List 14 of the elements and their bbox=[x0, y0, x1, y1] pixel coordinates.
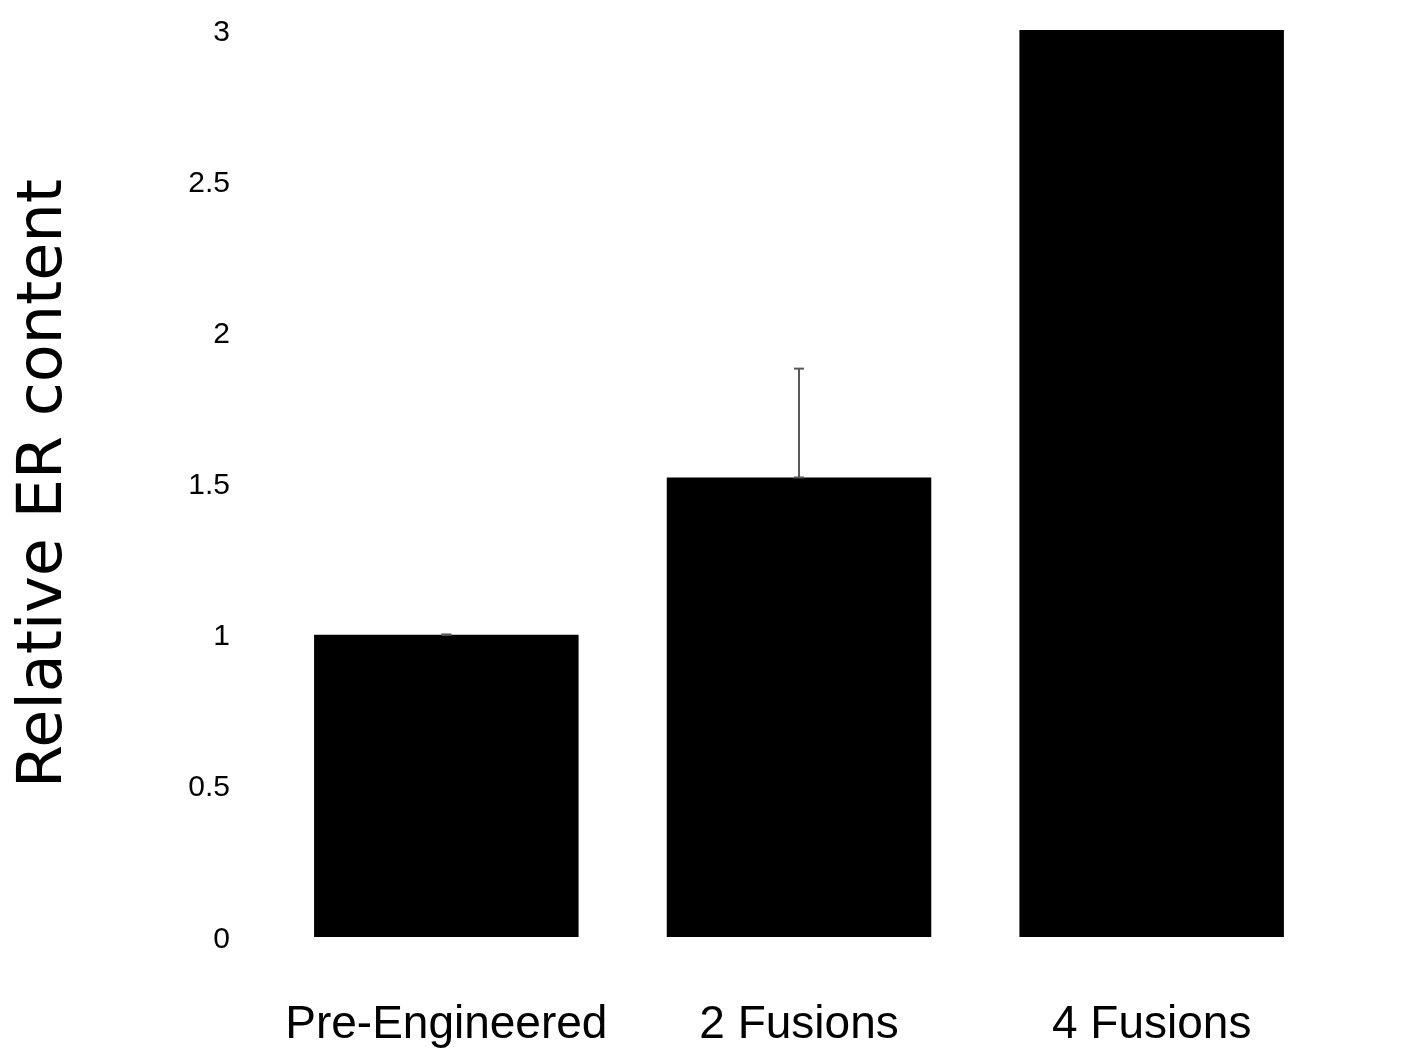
x-tick-label: 4 Fusions bbox=[1051, 996, 1252, 1048]
y-tick-label: 0 bbox=[213, 920, 230, 954]
bar bbox=[314, 634, 579, 937]
x-tick-label: 2 Fusions bbox=[699, 996, 899, 1048]
y-axis-title: Relative ER content bbox=[2, 178, 76, 789]
y-tick-label: 1.5 bbox=[188, 467, 230, 500]
x-tick-label: Pre-Engineered bbox=[285, 996, 608, 1048]
y-tick-label: 0.5 bbox=[188, 769, 230, 803]
bar bbox=[666, 477, 932, 937]
y-tick-label: 1 bbox=[213, 618, 230, 652]
y-tick-label: 2 bbox=[213, 315, 230, 349]
y-tick-label: 3 bbox=[213, 13, 230, 47]
y-tick-label: 2.5 bbox=[188, 164, 230, 198]
bar bbox=[1019, 30, 1284, 937]
